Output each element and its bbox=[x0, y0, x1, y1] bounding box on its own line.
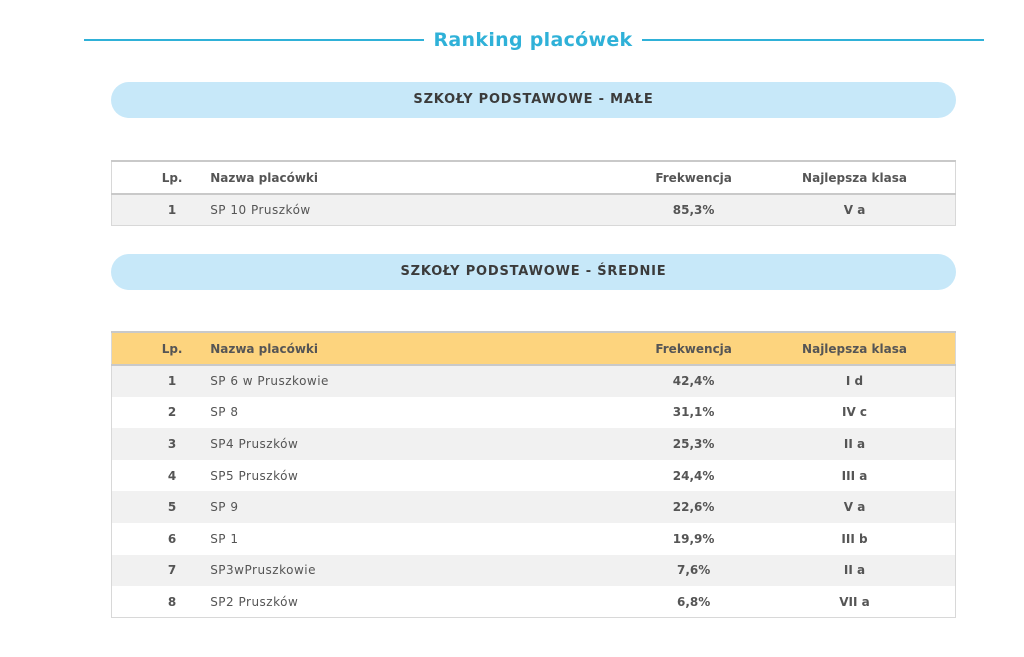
cell-name: SP 8 bbox=[210, 405, 239, 420]
cell-name: SP 9 bbox=[210, 500, 239, 515]
section-medium-schools: SZKOŁY PODSTAWOWE - ŚREDNIE Lp. Nazwa pl… bbox=[111, 254, 956, 619]
cell-name: SP 1 bbox=[210, 531, 239, 546]
cell-best-class: III a bbox=[841, 468, 868, 483]
table-row: 4 SP5 Pruszków 24,4% III a bbox=[111, 459, 956, 492]
table-header-row: Lp. Nazwa placówki Frekwencja Najlepsza … bbox=[111, 160, 956, 195]
section-title: SZKOŁY PODSTAWOWE - MAŁE bbox=[111, 82, 956, 118]
ranking-table-medium: Lp. Nazwa placówki Frekwencja Najlepsza … bbox=[111, 331, 956, 619]
cell-name: SP4 Pruszków bbox=[210, 436, 299, 451]
cell-best-class: IV c bbox=[841, 405, 868, 420]
cell-lp: 7 bbox=[167, 563, 177, 578]
cell-name: SP5 Pruszków bbox=[210, 468, 299, 483]
table-row: 5 SP 9 22,6% V a bbox=[111, 491, 956, 523]
cell-best-class: I d bbox=[845, 374, 864, 389]
table-row: 6 SP 1 19,9% III b bbox=[111, 522, 956, 555]
cell-lp: 2 bbox=[167, 405, 177, 420]
column-header-lp: Lp. bbox=[111, 160, 211, 195]
cell-name: SP3wPruszkowie bbox=[210, 563, 316, 578]
cell-lp: 5 bbox=[167, 500, 177, 515]
cell-lp: 1 bbox=[167, 203, 177, 218]
column-header-name: Nazwa placówki bbox=[210, 160, 634, 195]
ranking-table-small: Lp. Nazwa placówki Frekwencja Najlepsza … bbox=[111, 160, 956, 227]
cell-best-class: III b bbox=[841, 531, 868, 546]
cell-lp: 1 bbox=[167, 374, 177, 389]
column-header-frequency: Frekwencja bbox=[633, 160, 755, 195]
cell-best-class: II a bbox=[843, 436, 866, 451]
title-divider-right bbox=[642, 39, 984, 41]
table-header-row: Lp. Nazwa placówki Frekwencja Najlepsza … bbox=[111, 331, 956, 366]
table-row: 2 SP 8 31,1% IV c bbox=[111, 396, 956, 429]
table-row: 1 SP 6 w Pruszkowie 42,4% I d bbox=[111, 365, 956, 397]
cell-lp: 3 bbox=[167, 436, 177, 451]
cell-best-class: VII a bbox=[839, 594, 870, 609]
cell-lp: 4 bbox=[167, 468, 177, 483]
cell-frequency: 22,6% bbox=[672, 500, 715, 515]
cell-frequency: 7,6% bbox=[676, 563, 711, 578]
cell-frequency: 31,1% bbox=[672, 405, 715, 420]
column-header-best-class: Najlepsza klasa bbox=[754, 160, 956, 195]
page-header: Ranking placówek bbox=[84, 26, 984, 54]
table-row: 1 SP 10 Pruszków 85,3% V a bbox=[111, 194, 956, 226]
column-header-frequency: Frekwencja bbox=[633, 331, 755, 366]
cell-frequency: 24,4% bbox=[672, 468, 715, 483]
cell-name: SP2 Pruszków bbox=[210, 594, 299, 609]
cell-frequency: 85,3% bbox=[672, 203, 715, 218]
title-divider-left bbox=[84, 39, 424, 41]
cell-name: SP 10 Pruszków bbox=[210, 203, 311, 218]
cell-best-class: V a bbox=[843, 203, 866, 218]
section-title: SZKOŁY PODSTAWOWE - ŚREDNIE bbox=[111, 254, 956, 290]
column-header-name: Nazwa placówki bbox=[210, 331, 634, 366]
cell-frequency: 6,8% bbox=[676, 594, 711, 609]
table-row: 3 SP4 Pruszków 25,3% II a bbox=[111, 428, 956, 460]
cell-name: SP 6 w Pruszkowie bbox=[210, 374, 329, 389]
section-small-schools: SZKOŁY PODSTAWOWE - MAŁE Lp. Nazwa placó… bbox=[111, 82, 956, 227]
column-header-lp: Lp. bbox=[111, 331, 211, 366]
cell-frequency: 25,3% bbox=[672, 436, 715, 451]
cell-best-class: V a bbox=[843, 500, 866, 515]
table-row: 7 SP3wPruszkowie 7,6% II a bbox=[111, 554, 956, 587]
cell-best-class: II a bbox=[843, 563, 866, 578]
cell-lp: 6 bbox=[167, 531, 177, 546]
cell-frequency: 42,4% bbox=[672, 374, 715, 389]
column-header-best-class: Najlepsza klasa bbox=[754, 331, 956, 366]
page-title: Ranking placówek bbox=[433, 29, 633, 51]
cell-lp: 8 bbox=[167, 594, 177, 609]
cell-frequency: 19,9% bbox=[672, 531, 715, 546]
table-row: 8 SP2 Pruszków 6,8% VII a bbox=[111, 586, 956, 618]
